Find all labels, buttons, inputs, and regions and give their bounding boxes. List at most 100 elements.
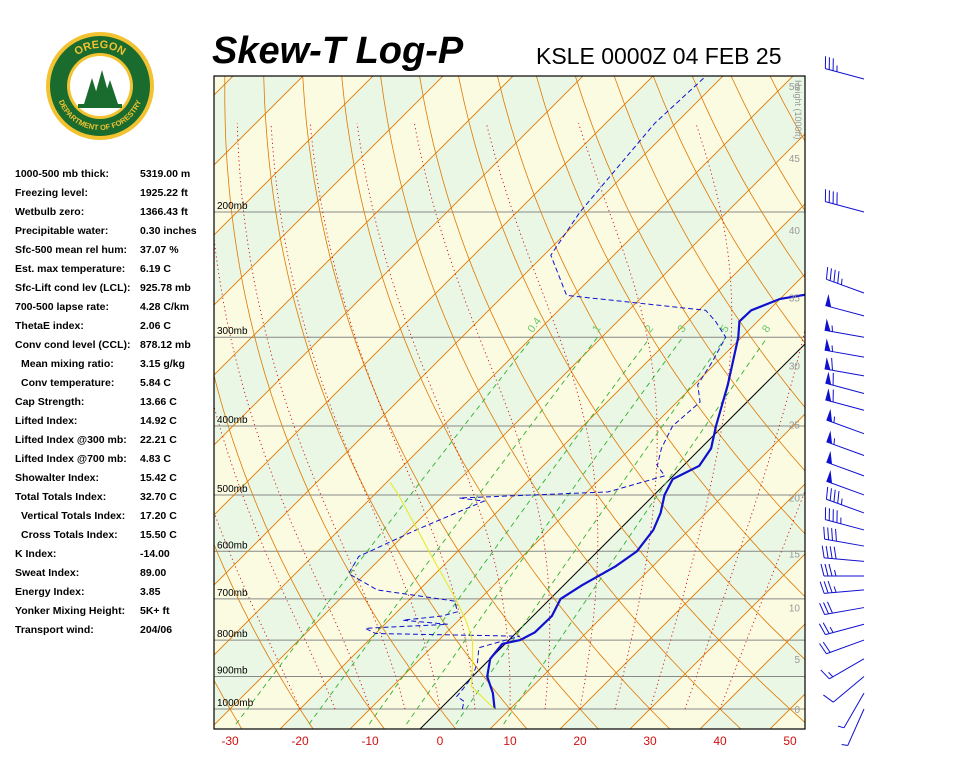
wind-barb-full [833,269,836,283]
dry-adiabat [214,373,385,729]
index-label: Sweat Index: [15,567,80,579]
index-value: -14.00 [140,548,170,560]
wind-barb-flag [826,430,833,444]
wind-barb-staff [829,658,865,680]
wind-barb-staff [825,305,865,317]
isotherm-line [559,483,805,729]
index-value: 37.07 % [140,244,179,256]
svg-text:OREGON: OREGON [72,39,127,58]
index-value: 89.00 [140,567,167,579]
index-value: 4.83 C [140,453,171,465]
index-label: Transport wind: [15,624,94,636]
wind-barb [825,293,865,317]
mixing-ratio-label: 1 [590,323,603,335]
wind-barb [824,338,865,358]
index-value: 3.15 g/kg [140,358,185,370]
pressure-label: 600mb [217,540,248,551]
wind-barb-full [823,694,834,703]
wind-barb-full [820,563,825,577]
index-label: Lifted Index @300 mb: [15,434,127,446]
index-value: 204/06 [140,624,173,636]
wind-barb-full [826,601,833,614]
wind-barb-staff [843,692,865,729]
index-value: 1366.43 ft [140,206,188,218]
wind-barb-flag [826,450,833,465]
pressure-label: 400mb [217,415,248,426]
plot-area [0,0,805,738]
wind-barb-full [831,528,833,541]
dry-adiabat [458,76,805,661]
index-label: Mean mixing ratio: [21,358,114,370]
x-tick-label: -10 [361,734,379,748]
wind-barb-staff [826,498,865,514]
isotherm-line [214,76,654,516]
moist-adiabat [214,233,371,710]
wind-barb-flag [825,293,832,308]
isotherm-line [214,76,304,166]
index-value: 878.12 mb [140,339,191,351]
index-value: 15.42 C [140,472,177,484]
mixing-ratio-line [235,336,534,725]
isotherm-line [349,273,805,729]
wind-barb-full [819,643,827,655]
wind-barb-full [824,563,829,577]
wind-barb-staff [824,589,865,594]
wind-barb [824,56,865,80]
index-value: 5.84 C [140,377,171,389]
wind-barb-staff [825,519,865,531]
index-label: Cross Totals Index: [21,529,118,541]
wind-barb-staff [824,368,865,377]
height-tick-label: 45 [789,154,801,165]
dry-adiabat [574,76,805,472]
isotherm-line [0,0,241,738]
index-label: Freezing level: [15,187,88,199]
index-label: 700-500 lapse rate: [15,301,109,313]
parcel-line [389,482,495,710]
dry-adiabat [214,543,314,729]
wind-barb [825,486,865,514]
height-tick-label: 50 [789,82,801,93]
height-tick-label: 35 [789,294,801,305]
wind-barb [824,357,865,377]
wind-barb-full [829,488,832,501]
x-tick-label: -20 [291,734,309,748]
index-label: 1000-500 mb thick: [15,168,109,180]
wind-barb-staff [825,201,865,213]
wind-barb-flag [826,469,833,484]
isotherm-band [214,76,303,165]
index-value: 3.85 [140,586,161,598]
wind-barb-staff [824,329,865,338]
wind-barb-staff [824,557,865,562]
wind-barb-half [833,416,836,423]
wind-barb-staff [826,461,865,477]
wind-barb [825,388,865,411]
wind-barb-staff [824,349,865,358]
mixing-ratio-line [308,336,598,725]
wind-barb [820,563,864,577]
wind-barb [821,545,865,562]
pressure-label: 1000mb [217,698,254,709]
pressure-label: 500mb [217,484,248,495]
wind-barb-full [823,581,829,594]
mixing-ratio-line [503,336,768,725]
wind-barb [825,266,865,294]
dry-adiabat [54,0,176,738]
wind-barb-full [833,546,837,560]
wind-barb-flag [824,338,831,352]
dry-adiabat [535,76,805,535]
index-label: Sfc-Lift cond lev (LCL): [15,282,131,294]
dry-adiabat [224,76,457,729]
index-value: 13.66 C [140,396,177,408]
page-title: Skew-T Log-P [212,30,464,72]
index-value: 22.21 C [140,434,177,446]
wind-barb-full [818,623,826,635]
wind-barb [824,189,865,213]
wind-barb-full [820,669,830,680]
mixing-ratio-line [406,336,684,725]
wind-barb-half [841,743,848,747]
wind-barb-full [829,268,832,281]
moist-adiabat [684,328,805,710]
wind-barb [819,601,865,615]
pressure-label: 300mb [217,326,248,337]
